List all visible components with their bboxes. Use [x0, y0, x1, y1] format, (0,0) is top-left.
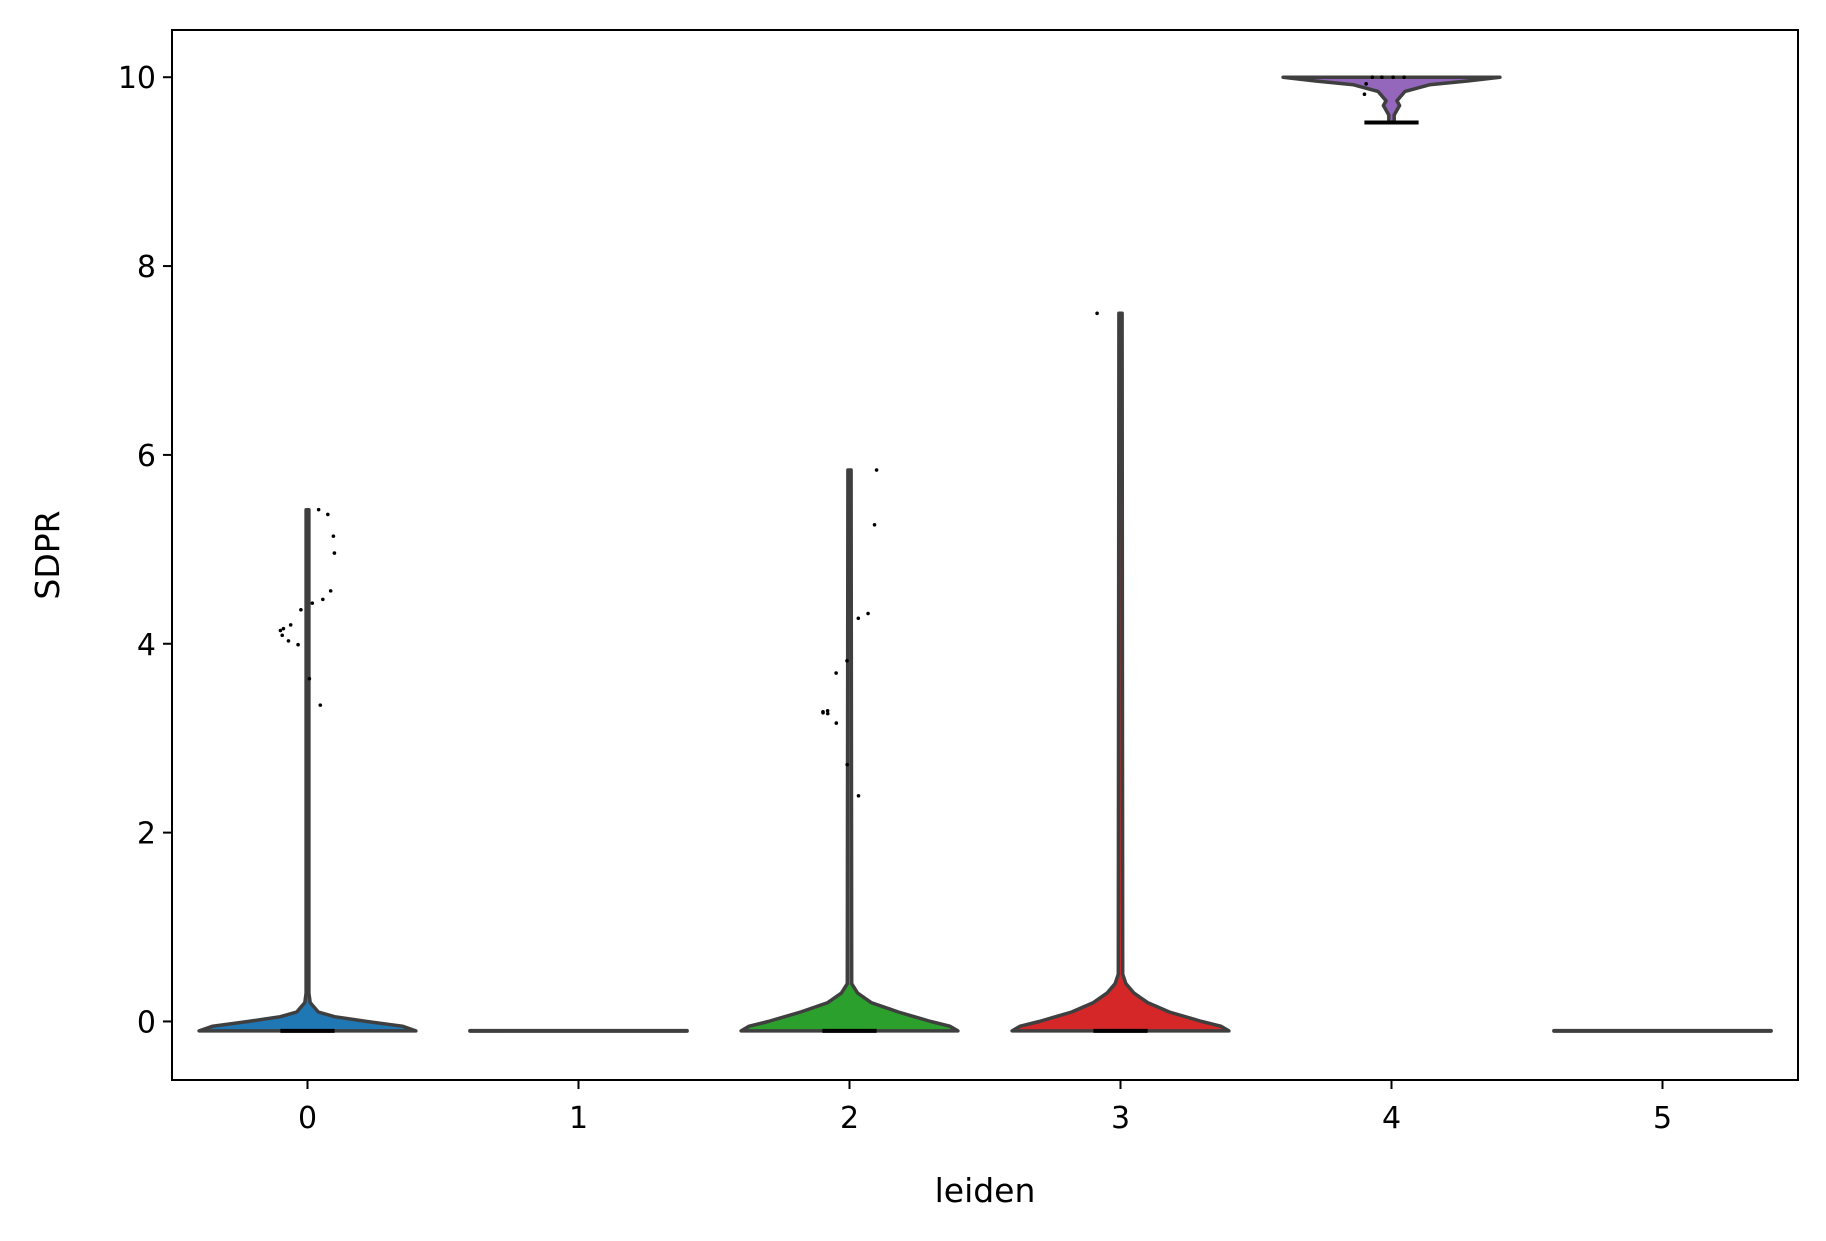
data-point [856, 616, 861, 621]
data-point [331, 534, 336, 538]
x-tick-label: 1 [569, 1101, 588, 1136]
data-point [834, 721, 839, 725]
plot-frame [171, 29, 1799, 1081]
data-point [318, 703, 323, 707]
data-point [1362, 92, 1367, 97]
data-point [286, 639, 291, 643]
data-point [278, 628, 283, 633]
violin-3 [1010, 311, 1231, 1033]
data-point [856, 793, 861, 798]
data-point [845, 762, 849, 767]
x-tick-label: 3 [1111, 1101, 1130, 1136]
data-point [281, 626, 286, 631]
violin-2 [739, 468, 960, 1033]
data-point [872, 522, 877, 527]
data-point [328, 589, 333, 593]
x-tick-label: 0 [298, 1101, 317, 1136]
violin-0 [197, 507, 418, 1033]
data-point [288, 623, 293, 627]
data-point [1365, 120, 1370, 125]
data-point [825, 709, 830, 713]
y-tick-label: 10 [118, 61, 156, 96]
data-point [316, 507, 321, 512]
data-point [866, 611, 870, 616]
data-point [321, 597, 325, 602]
data-point [825, 711, 830, 716]
y-tick-label: 6 [137, 439, 156, 474]
violins-layer [197, 75, 1773, 1033]
data-point [1380, 75, 1384, 80]
y-axis: 0 2 4 6 8 10 [118, 61, 172, 1040]
y-tick-label: 0 [137, 1005, 156, 1040]
y-tick-label: 2 [137, 817, 156, 852]
strip-points-layer [278, 75, 1406, 798]
y-tick-label: 4 [137, 628, 156, 663]
y-axis-label: SDPR [28, 510, 67, 599]
y-tick-label: 8 [137, 250, 156, 285]
data-point [1370, 75, 1375, 80]
x-axis: 0 1 2 3 4 5 [298, 1080, 1672, 1136]
x-axis-label: leiden [935, 1171, 1036, 1210]
data-point [1095, 311, 1099, 316]
data-point [307, 676, 312, 681]
data-point [310, 601, 315, 605]
data-point [280, 633, 285, 638]
x-tick-label: 2 [840, 1101, 859, 1136]
data-point [1391, 75, 1395, 80]
data-point [326, 512, 330, 517]
data-point [1402, 75, 1406, 80]
data-point [296, 642, 300, 647]
x-tick-label: 4 [1382, 1101, 1401, 1136]
data-point [874, 468, 879, 472]
data-point [834, 671, 838, 675]
x-tick-label: 5 [1653, 1101, 1672, 1136]
data-point [1364, 82, 1368, 86]
data-point [299, 607, 303, 612]
data-point [821, 710, 825, 715]
data-point [332, 551, 337, 555]
violin-4 [1281, 75, 1502, 125]
data-point [845, 658, 849, 663]
